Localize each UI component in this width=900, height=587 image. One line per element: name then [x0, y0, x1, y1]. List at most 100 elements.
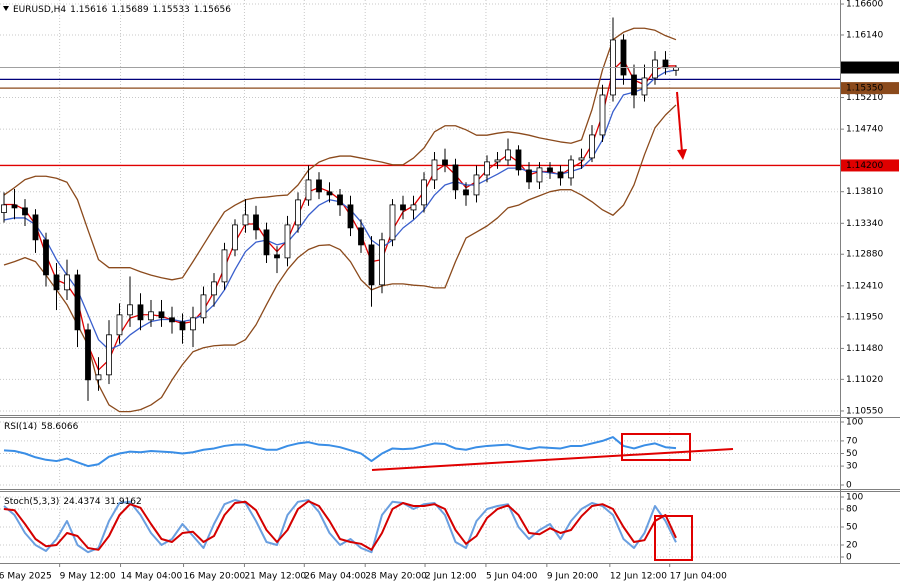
y-tick-label: 20 [846, 541, 858, 551]
y-tick-label: 1.10550 [846, 406, 883, 416]
indicator-name: RSI(14) [4, 422, 37, 432]
candle-body [631, 74, 637, 96]
candle-body [620, 39, 627, 76]
candle-body [179, 321, 186, 331]
annotations [371, 91, 734, 561]
candle-body [32, 214, 39, 241]
y-tick-label: 100 [846, 418, 863, 428]
indicator-line [3, 436, 677, 468]
x-tick-label: 2 Jun 12:00 [425, 572, 477, 582]
candle-body [337, 194, 343, 206]
candle-body [200, 294, 207, 319]
candle-body [652, 59, 658, 79]
frame [0, 0, 900, 564]
x-tick-label: 5 Jun 04:00 [486, 572, 538, 582]
current-price-tag [841, 61, 899, 74]
price-level-label: 1.15350 [846, 84, 883, 94]
candle-body [295, 199, 301, 226]
candle-body [305, 179, 312, 201]
indicator-value: 58.6066 [41, 422, 78, 432]
ohlc-close: 1.15656 [194, 5, 231, 15]
candle-body [242, 214, 249, 226]
candle-body [1, 204, 7, 213]
candle-body [536, 167, 543, 183]
candle-body [53, 274, 60, 291]
indicator-line [3, 27, 677, 281]
candle-body [127, 304, 133, 316]
candle-body [74, 274, 81, 331]
x-tick-label: 28 May 20:00 [365, 572, 427, 582]
candle-body [190, 317, 196, 331]
current-price-label: 1.15656 [846, 63, 883, 73]
x-tick-label: 12 Jun 12:00 [610, 572, 667, 582]
candle-body [599, 94, 606, 136]
candle-body [22, 207, 28, 216]
candle-body [526, 169, 532, 183]
y-tick-label: 1.12880 [846, 250, 883, 260]
candle-body [389, 204, 396, 241]
candle-body [494, 159, 501, 163]
candle-body [43, 239, 49, 276]
candle-body [169, 317, 175, 323]
ohlc-high: 1.15689 [111, 5, 148, 15]
y-tick-label: 30 [846, 462, 858, 472]
candle-body [64, 274, 70, 291]
price-level-label: 1.14200 [846, 161, 883, 171]
price-level-tag [841, 82, 899, 95]
candle-body [568, 159, 574, 179]
y-tick-label: 0 [846, 481, 852, 491]
candle-body [505, 149, 511, 161]
y-tick-label: 1.11950 [846, 312, 883, 322]
candle-body [274, 254, 280, 259]
y-tick-label: 50 [846, 449, 858, 459]
indicator-value: 24.4374 [63, 497, 100, 507]
candle-body [379, 239, 385, 286]
candle-body [662, 59, 669, 69]
candle-body [421, 179, 427, 206]
candle-body [347, 204, 354, 229]
down-arrow-head [677, 149, 687, 160]
x-tick-label: 9 Jun 20:00 [547, 572, 599, 582]
x-tick-label: 21 May 12:00 [244, 572, 306, 582]
y-tick-label: 1.14740 [846, 125, 883, 135]
candle-body [85, 329, 91, 381]
candle-body [400, 204, 406, 211]
y-tick-label: 1.11480 [846, 344, 883, 354]
candle-body [463, 189, 469, 196]
y-tick-label: 100 [846, 493, 863, 503]
y-tick-label: 0 [846, 553, 852, 563]
candle-body [316, 179, 322, 193]
candle-body [442, 159, 448, 166]
y-tick-label: 1.11020 [846, 375, 883, 385]
chart-header: EURUSD,H4 1.15616 1.15689 1.15533 1.15656 [13, 5, 231, 15]
indicator-value: 31.9162 [105, 497, 142, 507]
candle-body [253, 214, 259, 231]
y-tick-label: 1.13810 [846, 187, 883, 197]
y-tick-label: 50 [846, 523, 858, 533]
ohlc-open: 1.15616 [70, 5, 107, 15]
indicator-name: Stoch(5,3,3) [4, 497, 59, 507]
candle-body [326, 191, 333, 196]
candle-body [221, 249, 228, 283]
indicator-line [3, 104, 677, 413]
indicator-header: RSI(14) 58.6066 [4, 422, 79, 432]
candle-body [211, 281, 217, 296]
down-arrow-shaft [676, 91, 683, 153]
candle-body [232, 224, 238, 251]
symbol-menu-icon[interactable] [3, 6, 9, 11]
candle-body [368, 244, 375, 286]
x-tick-label: 9 May 12:00 [60, 572, 116, 582]
candle-body [284, 224, 291, 259]
x-tick-label: 26 May 04:00 [304, 572, 366, 582]
indicator-header: Stoch(5,3,3) 24.4374 31.9162 [4, 497, 142, 507]
candle-body [484, 161, 490, 176]
y-tick-label: 1.16140 [846, 30, 883, 40]
candle-body [263, 229, 270, 256]
candle-body [116, 314, 123, 336]
y-tick-label: 1.16600 [846, 0, 883, 10]
candle-body [95, 374, 102, 381]
chart-title: EURUSD,H4 [13, 5, 66, 15]
